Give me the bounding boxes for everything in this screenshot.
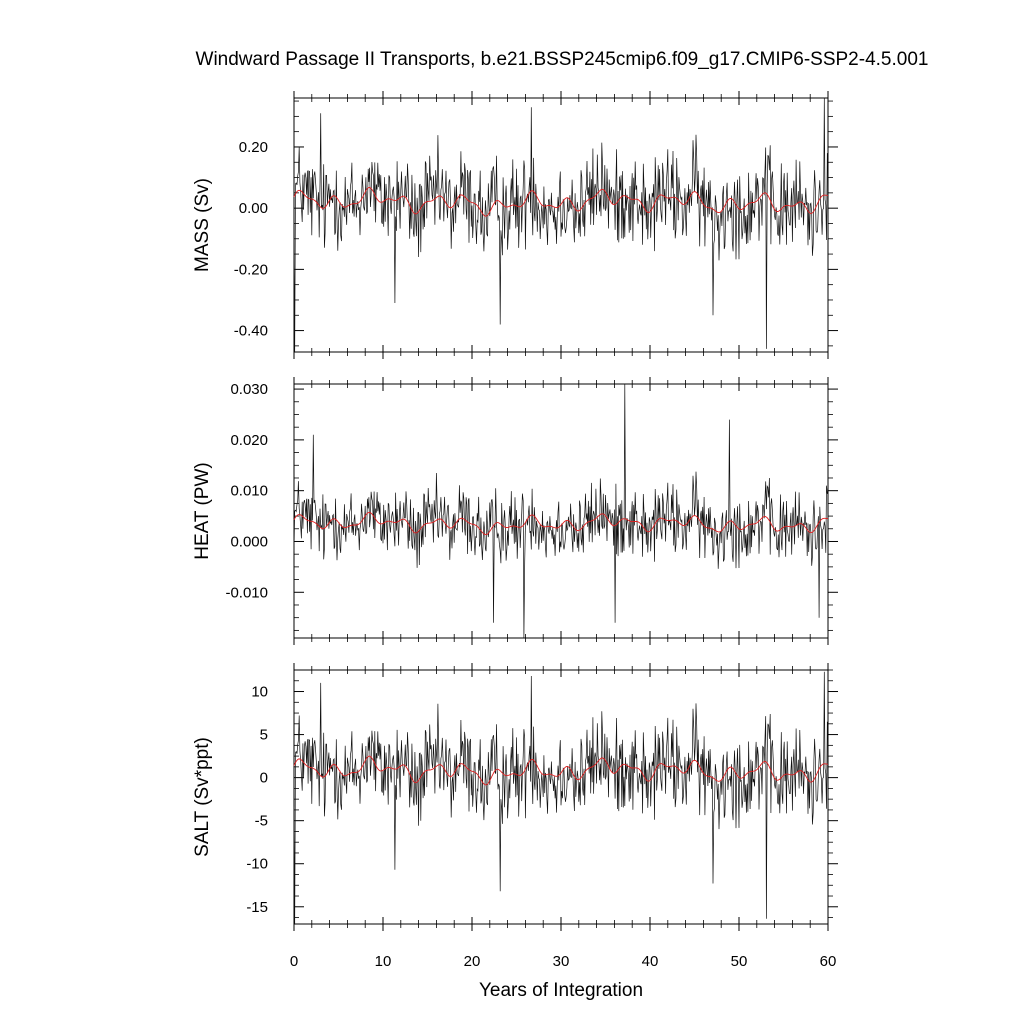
- salt-y-tick-label: -5: [255, 813, 268, 830]
- mass-raw-series-line: [293, 97, 828, 353]
- mass-smoothed-series-line: [293, 187, 829, 217]
- heat-y-tick-label: 0.030: [230, 381, 268, 398]
- salt-y-tick-label: -10: [246, 856, 268, 873]
- salt-y-axis-label: SALT (Sv*ppt): [192, 737, 213, 857]
- heat-y-tick-label: 0.020: [230, 432, 268, 449]
- x-tick-label: 40: [642, 953, 659, 970]
- salt-y-tick-label: -15: [246, 899, 268, 916]
- x-tick-label: 0: [290, 953, 298, 970]
- mass-y-tick-label: 0.20: [239, 139, 268, 156]
- mass-y-axis-label: MASS (Sv): [192, 178, 213, 272]
- salt-y-tick-label: 10: [251, 684, 268, 701]
- x-tick-label: 60: [820, 953, 837, 970]
- x-tick-label: 20: [464, 953, 481, 970]
- chart-title: Windward Passage II Transports, b.e21.BS…: [196, 49, 929, 70]
- mass-y-tick-label: 0.00: [239, 200, 268, 217]
- salt-y-tick-label: 5: [260, 727, 268, 744]
- salt-smoothed-series-line: [293, 755, 829, 786]
- x-tick-label: 50: [731, 953, 748, 970]
- x-tick-label: 30: [553, 953, 570, 970]
- heat-raw-series-line: [293, 383, 828, 639]
- heat-y-axis-label: HEAT (PW): [192, 462, 213, 559]
- heat-y-tick-label: 0.010: [230, 483, 268, 500]
- x-axis-label: Years of Integration: [479, 980, 643, 1001]
- x-tick-label: 10: [375, 953, 392, 970]
- mass-y-tick-label: -0.20: [234, 261, 268, 278]
- panels: 0.20 0.00 -0.20 -0.40 MASS (Sv) 0.030 0.020 0.0…: [192, 91, 838, 970]
- heat-y-tick-label: 0.000: [230, 533, 268, 550]
- heat-y-tick-label: -0.010: [225, 584, 268, 601]
- mass-y-tick-label: -0.40: [234, 323, 268, 340]
- salt-raw-series-line: [293, 671, 828, 925]
- heat-smoothed-series-line: [293, 511, 829, 536]
- salt-y-tick-label: 0: [260, 770, 268, 787]
